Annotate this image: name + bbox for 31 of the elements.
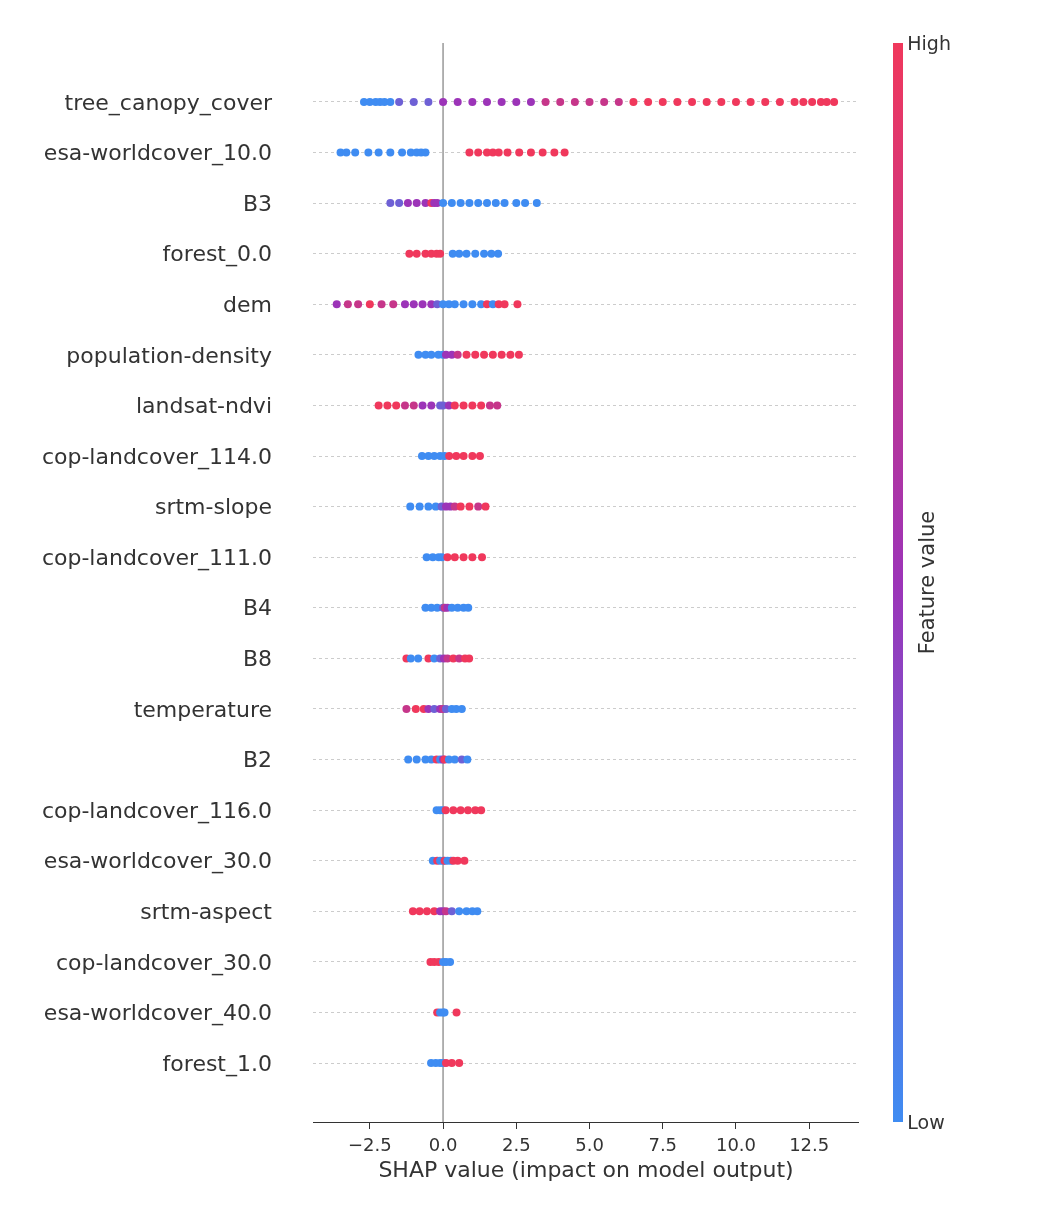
y-tick-label: srtm-slope — [154, 494, 272, 520]
color-bar-label: High — [907, 31, 951, 54]
y-tick-label: forest_0.0 — [162, 241, 272, 268]
y-tick-label: srtm-aspect — [140, 899, 273, 924]
y-tick-label: cop-landcover_111.0 — [41, 544, 272, 571]
y-tick-label: cop-landcover_30.0 — [55, 949, 272, 976]
y-tick-label: B2 — [242, 747, 272, 773]
y-tick-label: dem — [223, 291, 272, 317]
color-bar-title: Feature value — [914, 510, 939, 655]
x-tick-label: 5.0 — [575, 1133, 604, 1155]
y-tick-label: landsat-ndvi — [135, 393, 272, 419]
x-tick-label: 2.5 — [501, 1133, 531, 1155]
y-tick-label: cop-landcover_116.0 — [41, 797, 272, 824]
y-tick-label: B8 — [242, 646, 272, 672]
x-tick-label: 12.5 — [789, 1133, 830, 1155]
y-tick-label: esa-worldcover_10.0 — [43, 140, 272, 167]
y-tick-label: forest_1.0 — [162, 1050, 272, 1077]
y-tick-label: B4 — [242, 595, 272, 621]
x-tick-label: 0.0 — [428, 1133, 458, 1155]
y-tick-label: cop-landcover_114.0 — [41, 443, 272, 470]
x-tick-label: −2.5 — [347, 1133, 392, 1155]
y-tick-label: population-density — [66, 342, 272, 368]
y-tick-label: esa-worldcover_30.0 — [43, 848, 272, 875]
y-tick-label: temperature — [133, 696, 272, 722]
y-tick-label: B3 — [242, 190, 272, 216]
x-tick-label: 7.5 — [648, 1133, 678, 1155]
y-tick-label: tree_canopy_cover — [64, 89, 273, 116]
color-bar-label: Low — [907, 1110, 945, 1133]
x-tick-label: 10.0 — [715, 1133, 757, 1155]
x-axis-title: SHAP value (impact on model output) — [378, 1157, 794, 1183]
y-tick-label: esa-worldcover_40.0 — [43, 1000, 272, 1027]
